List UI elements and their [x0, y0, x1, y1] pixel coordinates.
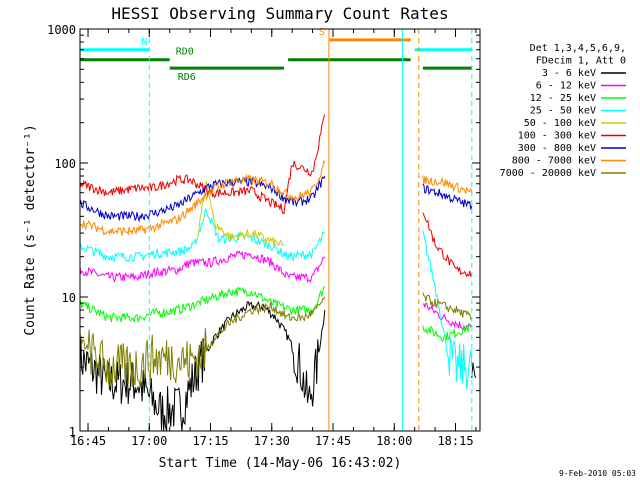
flag-rd6-label: RD6 — [178, 72, 196, 83]
legend-label-25-50-kev: 25 - 50 keV — [530, 106, 596, 117]
flag-n-label: N — [141, 37, 147, 48]
legend-label-100-300-kev: 100 - 300 keV — [518, 131, 596, 142]
y-tick-label-100: 100 — [54, 157, 76, 171]
series-800-7000-kev-segment-0 — [79, 159, 326, 236]
series-12-25-kev-segment-1 — [422, 322, 473, 343]
legend-label-300-800-kev: 300 - 800 keV — [518, 143, 596, 154]
flag-rd0-label: RD0 — [176, 47, 194, 58]
time-markers — [148, 29, 473, 431]
y-tick-label-10: 10 — [62, 291, 76, 305]
series-7000-20000-kev-segment-1 — [422, 292, 473, 321]
x-tick-label-18-00: 18:00 — [376, 434, 412, 448]
series-traces — [79, 114, 477, 432]
series-25-50-kev-segment-0 — [79, 208, 325, 263]
legend-header-line-0: Det 1,3,4,5,6,9, — [530, 43, 626, 54]
series-25-50-kev-segment-1 — [422, 230, 473, 390]
series-50-100-kev-segment-0 — [197, 181, 285, 247]
series-100-300-kev-segment-0 — [79, 114, 326, 215]
series-7000-20000-kev-segment-0 — [79, 296, 326, 388]
series-12-25-kev-segment-0 — [79, 286, 326, 324]
x-axis-ticks: 16:45 17:00 17:15 17:30 17:45 18:00 18:15 — [70, 29, 477, 448]
x-tick-label-17-30: 17:30 — [254, 434, 290, 448]
legend-label-800-7000-kev: 800 - 7000 keV — [512, 156, 596, 167]
legend-label-6-12-kev: 6 - 12 keV — [536, 81, 596, 92]
legend-label-50-100-kev: 50 - 100 keV — [524, 118, 596, 129]
flag-s-label: S — [319, 27, 325, 38]
series-6-12-kev-segment-0 — [79, 250, 326, 284]
x-tick-label-16-45: 16:45 — [70, 434, 106, 448]
legend: Det 1,3,4,5,6,9, FDecim 1, Att 03 - 6 keV… — [500, 43, 626, 179]
series-800-7000-kev-segment-1 — [422, 175, 473, 194]
x-axis-label: Start Time (14-May-06 16:43:02) — [159, 456, 402, 471]
x-tick-label-18-15: 18:15 — [437, 434, 473, 448]
x-tick-label-17-45: 17:45 — [315, 434, 351, 448]
legend-label-3-6-kev: 3 - 6 keV — [542, 68, 596, 79]
legend-header-line-1: FDecim 1, Att 0 — [536, 56, 626, 67]
y-tick-label-1: 1 — [69, 425, 76, 439]
series-300-800-kev-segment-0 — [79, 175, 326, 223]
y-axis-ticks: 1 10 100 1000 — [47, 23, 480, 439]
y-tick-label-1000: 1000 — [47, 23, 76, 37]
series-100-300-kev-segment-1 — [422, 212, 473, 278]
footer-date: 9-Feb-2010 05:03 — [559, 469, 636, 478]
status-flags: N S RD0 RD6 — [80, 27, 472, 83]
legend-label-7000-20000-kev: 7000 - 20000 keV — [500, 168, 596, 179]
plot-frame — [79, 28, 481, 432]
series-300-800-kev-segment-1 — [422, 183, 473, 210]
series-6-12-kev-segment-1 — [422, 302, 472, 331]
x-tick-label-17-00: 17:00 — [131, 434, 167, 448]
x-tick-label-17-15: 17:15 — [192, 434, 228, 448]
y-axis-label: Count Rate (s⁻¹ detector⁻¹) — [23, 124, 38, 335]
chart-title: HESSI Observing Summary Count Rates — [111, 4, 448, 23]
series-3-6-kev-segment-1 — [471, 362, 477, 379]
legend-label-12-25-kev: 12 - 25 keV — [530, 93, 596, 104]
